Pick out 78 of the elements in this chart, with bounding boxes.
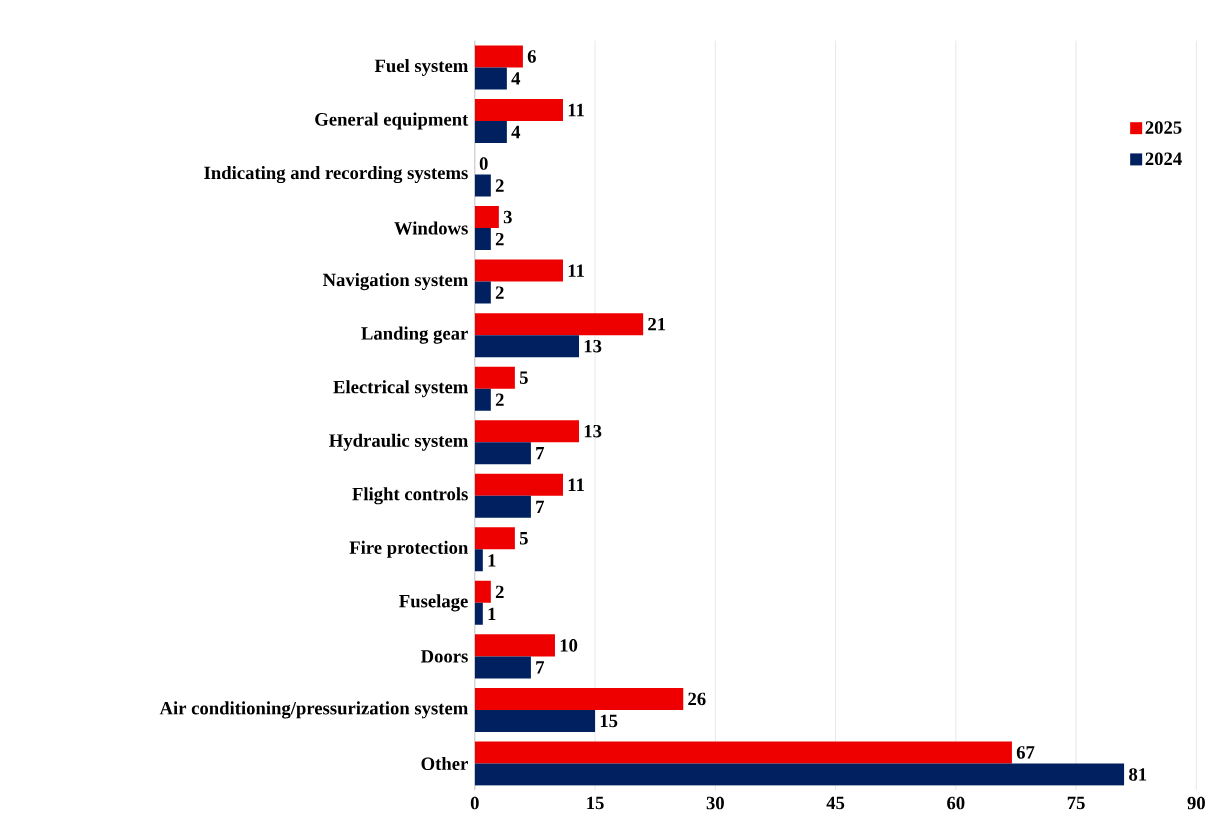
y-tick-label: Doors xyxy=(420,650,468,663)
x-tick-label: 0 xyxy=(470,796,479,810)
y-tick-label: Landing gear xyxy=(361,326,468,344)
data-label: 81 xyxy=(1129,768,1147,781)
data-label: 11 xyxy=(568,264,584,277)
data-label: 1 xyxy=(488,607,496,621)
bar xyxy=(474,67,507,90)
bar xyxy=(474,710,596,733)
bar xyxy=(474,366,515,389)
x-tick-label: 30 xyxy=(706,796,724,810)
data-label: 4 xyxy=(511,72,521,85)
data-label: 11 xyxy=(568,478,584,492)
legend-label: 2025 xyxy=(1145,121,1182,135)
y-tick-label: Navigation system xyxy=(322,273,468,291)
x-tick-label: 15 xyxy=(587,796,604,810)
bar xyxy=(474,581,491,604)
data-label: 10 xyxy=(560,639,578,652)
x-tick-label: 90 xyxy=(1187,796,1205,810)
data-label: 2 xyxy=(495,179,504,192)
legend-label: 2024 xyxy=(1145,152,1182,166)
x-tick-label: 60 xyxy=(947,796,965,810)
bar xyxy=(474,206,499,229)
data-label: 7 xyxy=(536,447,545,460)
data-label: 2 xyxy=(495,286,504,300)
bar xyxy=(474,603,483,626)
data-label: 15 xyxy=(600,714,618,728)
bar xyxy=(474,688,684,711)
y-tick-label: Air conditioning/pressurization system xyxy=(159,701,468,719)
data-label: 67 xyxy=(1016,746,1035,759)
y-tick-label: Hydraulic system xyxy=(329,433,469,451)
data-label: 4 xyxy=(511,126,521,139)
bar xyxy=(474,174,491,197)
data-label: 21 xyxy=(648,318,666,331)
y-tick-label: Indicating and recording systems xyxy=(204,166,468,184)
x-tick-label: 75 xyxy=(1067,796,1085,810)
y-tick-label: Windows xyxy=(394,221,468,235)
bar xyxy=(474,741,1012,764)
bar xyxy=(474,259,563,282)
x-tick-label: 45 xyxy=(826,796,845,810)
y-tick-label: Fuselage xyxy=(399,594,468,612)
bar xyxy=(474,228,491,251)
bar xyxy=(474,281,491,304)
bar xyxy=(474,121,507,144)
bar xyxy=(474,388,491,411)
data-label: 7 xyxy=(536,661,545,674)
bar xyxy=(474,420,580,443)
bar xyxy=(474,442,531,465)
y-tick-label: Electrical system xyxy=(333,380,469,398)
bar xyxy=(474,656,531,679)
y-tick-label: Other xyxy=(421,757,468,771)
data-label: 2 xyxy=(495,585,504,599)
data-label: 1 xyxy=(488,554,496,567)
data-label: 2 xyxy=(495,393,504,407)
bar xyxy=(474,45,523,68)
data-label: 5 xyxy=(519,532,528,545)
bar xyxy=(474,473,563,496)
bar xyxy=(474,313,644,336)
bar xyxy=(474,335,580,358)
data-label: 2 xyxy=(495,233,504,246)
data-label: 11 xyxy=(568,104,584,117)
data-label: 13 xyxy=(584,425,602,438)
bar xyxy=(474,549,483,572)
bar xyxy=(474,763,1125,786)
data-label: 7 xyxy=(536,500,545,514)
data-label: 0 xyxy=(479,157,488,171)
y-tick-label: General equipment xyxy=(315,112,469,130)
data-label: 13 xyxy=(584,340,602,353)
data-label: 5 xyxy=(519,371,528,385)
bar xyxy=(474,527,515,550)
y-tick-label: Fire protection xyxy=(349,541,469,558)
bar xyxy=(474,495,531,518)
y-tick-label: Fuel system xyxy=(374,59,469,77)
data-label: 26 xyxy=(688,692,706,706)
bar xyxy=(474,634,555,657)
bar xyxy=(474,99,563,122)
y-tick-label: Flight controls xyxy=(352,487,468,505)
data-label: 3 xyxy=(503,211,512,224)
data-label: 6 xyxy=(527,50,536,63)
